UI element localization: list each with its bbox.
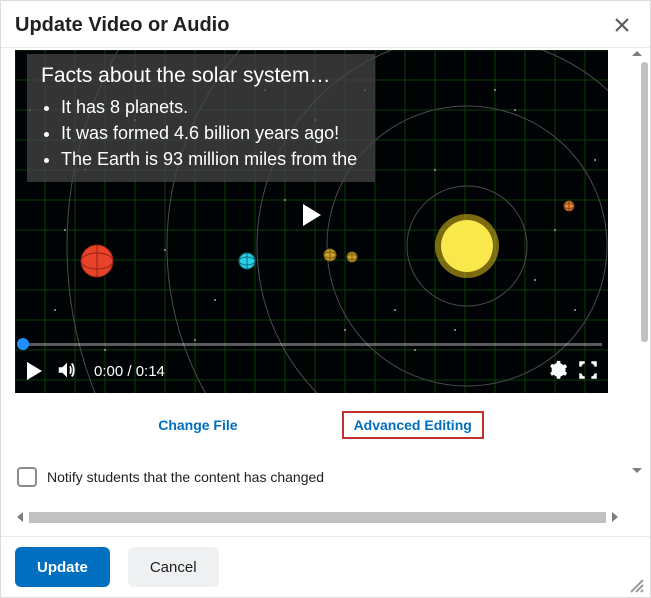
h-scroll-thumb[interactable] xyxy=(29,512,606,523)
notify-checkbox[interactable] xyxy=(17,467,37,487)
seek-bar[interactable] xyxy=(15,339,608,349)
fullscreen-button[interactable] xyxy=(578,360,598,383)
vertical-scrollbar[interactable] xyxy=(633,48,648,476)
notify-label[interactable]: Notify students that the content has cha… xyxy=(47,469,324,485)
scroll-down-icon xyxy=(632,468,642,473)
notify-row: Notify students that the content has cha… xyxy=(17,467,623,487)
v-scroll-thumb[interactable] xyxy=(641,62,648,342)
video-controls: 0:00 / 0:14 xyxy=(15,349,608,393)
update-button[interactable]: Update xyxy=(15,547,110,587)
resize-grip-icon xyxy=(628,577,644,593)
change-file-link[interactable]: Change File xyxy=(154,411,241,439)
advanced-editing-highlight: Advanced Editing xyxy=(342,411,484,439)
resize-grip[interactable] xyxy=(628,577,644,593)
horizontal-scrollbar[interactable] xyxy=(15,509,620,526)
volume-button[interactable] xyxy=(56,359,78,384)
center-play-button[interactable] xyxy=(303,204,321,226)
advanced-editing-link[interactable]: Advanced Editing xyxy=(352,413,474,437)
scroll-right-icon xyxy=(612,512,618,522)
update-media-modal: Update Video or Audio Facts about the so… xyxy=(0,0,651,598)
overlay-bullet: It was formed 4.6 billion years ago! xyxy=(61,120,357,146)
close-icon xyxy=(615,18,629,32)
scroll-left-icon xyxy=(17,512,23,522)
cancel-button[interactable]: Cancel xyxy=(128,547,219,587)
fullscreen-icon xyxy=(578,360,598,380)
close-button[interactable] xyxy=(608,11,636,39)
link-row: Change File Advanced Editing xyxy=(15,411,623,439)
volume-icon xyxy=(56,359,78,381)
play-button[interactable] xyxy=(27,362,42,380)
scroll-up-icon xyxy=(632,51,642,56)
modal-header: Update Video or Audio xyxy=(1,1,650,48)
gear-icon xyxy=(548,360,568,380)
overlay-bullet: It has 8 planets. xyxy=(61,94,357,120)
video-overlay-text: Facts about the solar system… It has 8 p… xyxy=(27,54,375,182)
time-display: 0:00 / 0:14 xyxy=(94,363,165,380)
modal-body: Facts about the solar system… It has 8 p… xyxy=(1,48,650,536)
video-player[interactable]: Facts about the solar system… It has 8 p… xyxy=(15,50,608,393)
modal-footer: Update Cancel xyxy=(1,536,650,597)
seek-track xyxy=(21,343,602,346)
overlay-bullets: It has 8 planets.It was formed 4.6 billi… xyxy=(61,94,357,172)
overlay-title: Facts about the solar system… xyxy=(41,64,357,88)
overlay-bullet: The Earth is 93 million miles from the xyxy=(61,146,357,172)
settings-button[interactable] xyxy=(548,360,568,383)
modal-title: Update Video or Audio xyxy=(15,14,229,37)
